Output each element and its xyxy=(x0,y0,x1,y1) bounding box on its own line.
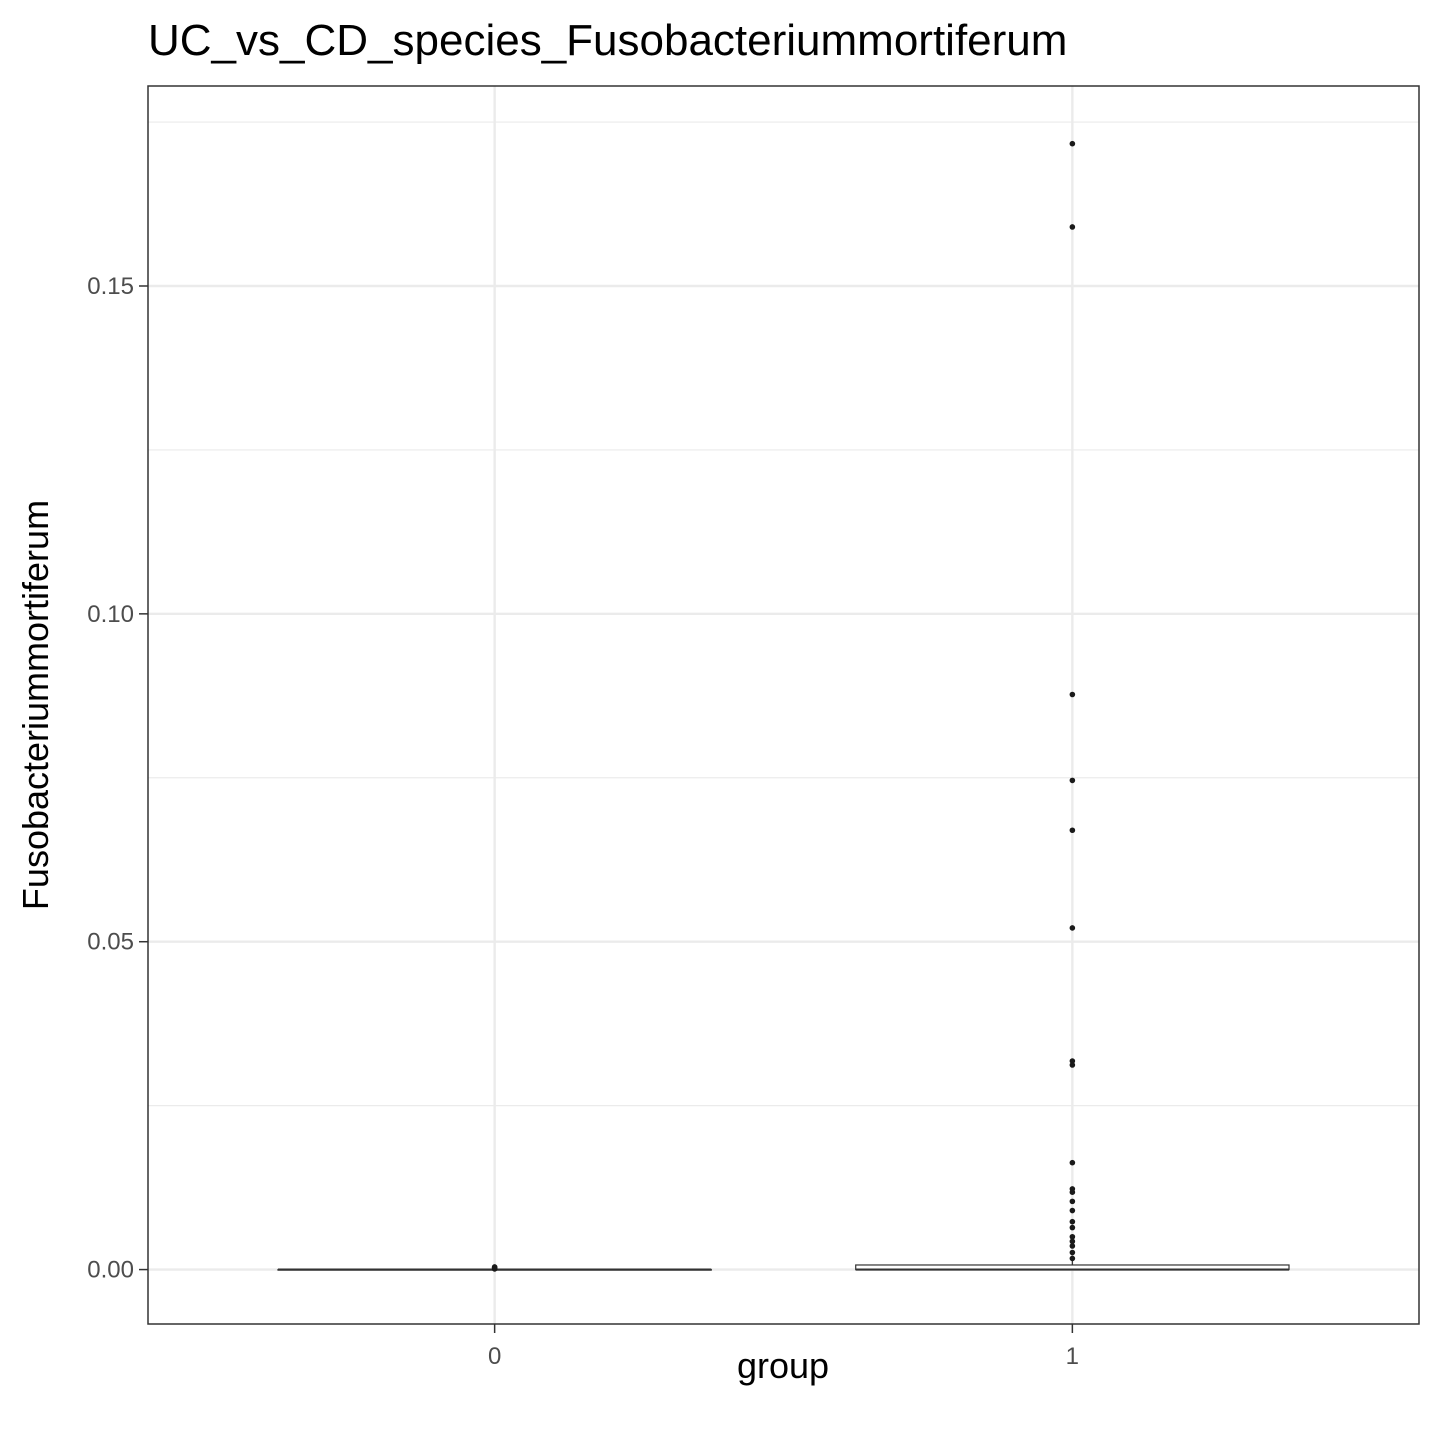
outlier-point xyxy=(1069,1207,1076,1214)
y-tick-label: 0.05 xyxy=(87,929,134,956)
outlier-point xyxy=(1069,1249,1076,1256)
x-tick-label: 1 xyxy=(1066,1343,1079,1370)
outlier-point xyxy=(1069,1159,1076,1166)
outlier-point xyxy=(1069,777,1076,784)
chart-title: UC_vs_CD_species_Fusobacteriummortiferum xyxy=(148,16,1067,65)
outlier-point xyxy=(1069,1255,1076,1262)
y-axis-title: Fusobacteriummortiferum xyxy=(15,500,56,910)
outlier-point xyxy=(1069,1243,1076,1249)
outlier-point xyxy=(1069,140,1076,147)
y-tick-label: 0.15 xyxy=(87,273,134,300)
outlier-point xyxy=(1069,1189,1076,1196)
outlier-point xyxy=(1069,925,1076,931)
y-tick-label: 0.00 xyxy=(87,1257,134,1284)
outlier-point xyxy=(1069,1238,1076,1245)
outlier-point xyxy=(1069,691,1076,698)
outlier-point xyxy=(1069,1062,1076,1068)
outlier-point xyxy=(1069,1218,1076,1225)
outlier-point xyxy=(1069,1224,1076,1231)
plot-panel-border xyxy=(147,85,1420,1325)
y-tick-label: 0.10 xyxy=(87,601,134,628)
outlier-point xyxy=(1069,1233,1076,1240)
outlier-point xyxy=(491,1264,498,1270)
x-axis-title: group xyxy=(737,1345,829,1386)
outlier-point xyxy=(1069,1058,1076,1064)
outlier-point xyxy=(1069,1198,1076,1205)
outlier-layer xyxy=(491,140,1076,1272)
outlier-point xyxy=(1069,224,1076,230)
outlier-point xyxy=(1069,827,1076,834)
axis-layer: 0.00 0.05 0.10 0.15 0 1 xyxy=(87,273,1079,1370)
x-tick-label: 0 xyxy=(488,1343,501,1370)
